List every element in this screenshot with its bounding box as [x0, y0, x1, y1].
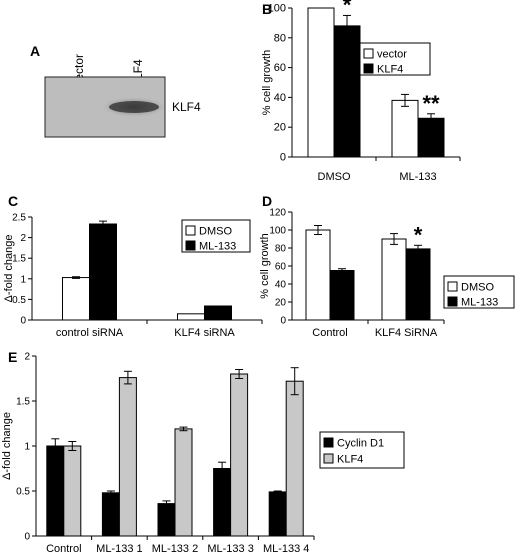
panel-c-letter: C	[8, 193, 18, 209]
legend-label: Cyclin D1	[337, 438, 384, 450]
panel-a: A Vector KLF4 KLF4	[30, 43, 201, 138]
bar	[405, 248, 431, 321]
category-label: ML-133	[399, 171, 436, 183]
y-tick-label: 60	[275, 262, 287, 273]
y-tick-label: 1.5	[12, 254, 26, 265]
legend-label: KLF4	[337, 454, 363, 466]
y-tick-label: 2	[24, 352, 30, 363]
y-tick-label: 2.5	[12, 213, 26, 224]
bar	[177, 313, 205, 321]
significance-star: *	[343, 0, 352, 17]
y-tick-label: 80	[274, 32, 286, 44]
legend-swatch	[323, 453, 334, 464]
bar	[329, 270, 355, 321]
chart-d: 0 20 40 60 80 100 120 % cell growth Control KLF4 …	[259, 208, 515, 339]
category-label: KLF4 siRNA	[174, 327, 235, 339]
y-axis-label: Δ-fold change	[1, 412, 13, 480]
bar	[118, 377, 137, 537]
category-label: Control	[312, 327, 347, 339]
band-label-klf4: KLF4	[172, 100, 201, 114]
y-tick-label: 60	[274, 62, 286, 74]
bar	[63, 445, 82, 537]
legend-label: DMSO	[461, 282, 494, 294]
legend-label: ML-133	[461, 297, 498, 309]
chart-b: 0 20 40 60 80 100 % cell growth DMSO ML-133 vecto…	[261, 0, 461, 183]
y-tick-label: 2	[20, 233, 26, 244]
y-tick-label: 0	[20, 316, 26, 327]
y-tick-label: 40	[275, 280, 287, 291]
legend-label: vector	[377, 49, 407, 61]
bar	[230, 373, 249, 537]
bar	[46, 445, 65, 537]
bar	[285, 380, 304, 537]
bar	[62, 277, 90, 321]
y-tick-label: 0	[280, 316, 286, 327]
y-axis-label: % cell growth	[259, 233, 271, 298]
category-label: ML-133 3	[207, 543, 253, 554]
significance-stars: **	[422, 91, 440, 116]
y-tick-label: 20	[274, 122, 286, 134]
y-tick-label: 100	[269, 226, 286, 237]
y-tick-label: 0.5	[16, 487, 30, 498]
panel-b-letter: B	[262, 1, 272, 17]
legend-label: DMSO	[199, 226, 232, 238]
y-axis-label: Δ-fold change	[3, 235, 15, 303]
bar	[305, 229, 331, 321]
y-tick-label: 120	[269, 208, 286, 219]
legend-swatch	[185, 225, 196, 236]
legend-label: KLF4	[377, 64, 403, 76]
bar	[101, 492, 120, 537]
legend-swatch	[323, 437, 334, 448]
y-tick-label: 1	[24, 442, 30, 453]
y-tick-label: 0	[280, 152, 286, 164]
legend-swatch	[447, 296, 458, 307]
category-label: ML-133 2	[152, 543, 198, 554]
category-label: DMSO	[318, 171, 351, 183]
category-label: Control	[46, 543, 81, 554]
y-tick-label: 40	[274, 92, 286, 104]
bar	[204, 305, 232, 321]
legend-box	[319, 431, 405, 469]
legend-swatch	[447, 281, 458, 292]
bar	[157, 503, 176, 537]
panel-e-letter: E	[8, 349, 17, 365]
category-label: control siRNA	[56, 327, 124, 339]
y-tick-label: 1.5	[16, 397, 30, 408]
bar	[381, 238, 407, 321]
legend-swatch	[363, 63, 374, 74]
legend-swatch	[185, 240, 196, 251]
significance-star: *	[414, 222, 423, 247]
category-label: ML-133 4	[263, 543, 309, 554]
y-tick-label: 20	[275, 298, 287, 309]
legend-label: ML-133	[199, 241, 236, 253]
bar	[333, 25, 361, 158]
bar	[213, 468, 232, 537]
klf4-band	[109, 101, 159, 113]
panel-a-letter: A	[30, 43, 40, 59]
chart-e: 0 0.5 1 1.5 2 Δ-fold change Control ML-133 1 ML-…	[1, 352, 405, 554]
category-label: ML-133 1	[96, 543, 142, 554]
y-tick-label: 0.5	[12, 295, 26, 306]
bar	[174, 428, 193, 537]
legend-swatch	[363, 48, 374, 59]
bar	[391, 99, 419, 158]
y-tick-label: 0	[24, 532, 30, 543]
bar	[268, 491, 287, 537]
category-label: KLF4 SiRNA	[375, 327, 438, 339]
y-tick-label: 1	[20, 274, 26, 285]
bar	[417, 117, 445, 158]
y-tick-label: 100	[268, 3, 286, 15]
bar	[307, 7, 335, 158]
bar	[89, 223, 117, 321]
chart-c: 0 0.5 1 1.5 2 2.5 Δ-fold change control siRNA KL…	[3, 213, 263, 339]
y-axis-label: % cell growth	[261, 50, 273, 115]
panel-d-letter: D	[262, 193, 272, 209]
y-tick-label: 80	[275, 244, 287, 255]
